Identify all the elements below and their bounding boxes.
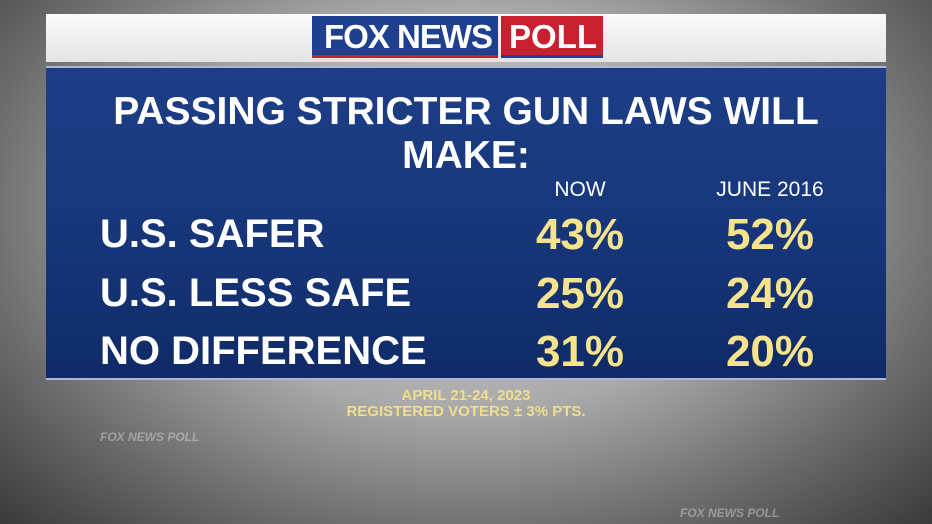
row-label: NO DIFFERENCE (100, 329, 427, 373)
column-header-june-2016: JUNE 2016 (716, 178, 824, 201)
row-label: U.S. SAFER (100, 212, 325, 256)
value-now: 43% (535, 210, 625, 259)
value-june-2016: 24% (725, 269, 815, 318)
logo-brand: FOX NEWS (312, 16, 499, 58)
value-now: 31% (535, 327, 625, 376)
watermark: FOX NEWS POLL (100, 430, 200, 444)
poll-sample: REGISTERED VOTERS ± 3% PTS. (346, 403, 586, 420)
poll-dates: APRIL 21-24, 2023 (401, 387, 531, 404)
row-label: U.S. LESS SAFE (100, 271, 412, 315)
poll-panel: PASSING STRICTER GUN LAWS WILL MAKE: NOW… (46, 66, 886, 380)
poll-title: PASSING STRICTER GUN LAWS WILL MAKE: (113, 90, 819, 177)
value-june-2016: 20% (725, 327, 815, 376)
watermark: FOX NEWS POLL (680, 506, 780, 520)
column-header-now: NOW (554, 178, 606, 201)
value-now: 25% (535, 269, 625, 318)
fox-news-poll-logo: FOX NEWS POLL (312, 16, 604, 58)
value-june-2016: 52% (725, 210, 815, 259)
logo-tag: POLL (501, 16, 604, 58)
